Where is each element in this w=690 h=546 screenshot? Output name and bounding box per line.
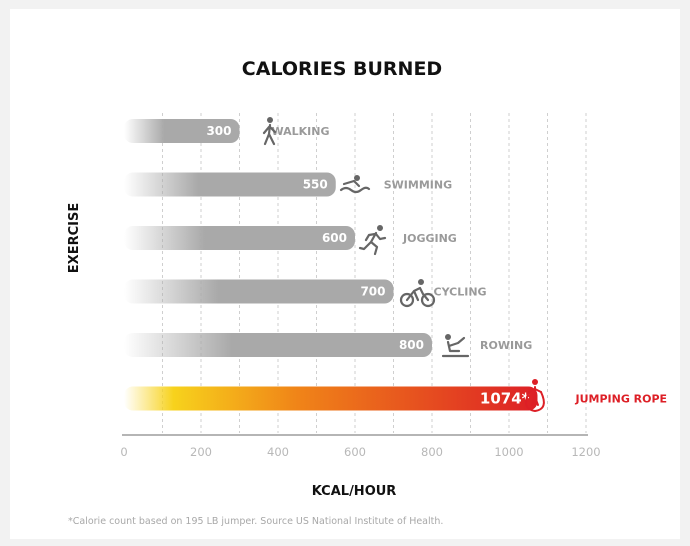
category-label: ROWING	[480, 339, 532, 352]
calories-chart: CALORIES BURNED EXERCISE 300 WALKING 550 SW…	[67, 58, 667, 527]
bar-swimming	[124, 172, 336, 197]
y-axis-title: EXERCISE	[67, 203, 82, 273]
swimming-icon	[339, 175, 371, 194]
walking-icon	[262, 117, 277, 146]
bar-walking	[124, 119, 240, 143]
jumping-rope-icon	[525, 379, 545, 412]
category-label: JOGGING	[402, 232, 457, 245]
bar-value-label: 800	[399, 338, 424, 352]
category-label: JUMPING ROPE	[574, 393, 667, 406]
x-tick-label: 800	[421, 445, 443, 459]
jogging-icon	[358, 225, 387, 256]
x-axis-title: KCAL/HOUR	[312, 484, 397, 499]
bar-jogging	[124, 226, 355, 250]
bar-value-label: 300	[206, 124, 231, 138]
category-label: CYCLING	[434, 286, 487, 299]
bar-value-label: 700	[360, 285, 385, 299]
bars: 300 WALKING 550 SWIMMING 600 JOGGING 700 CYCLIN…	[124, 119, 667, 411]
chart-title: CALORIES BURNED	[242, 58, 442, 80]
x-axis-ticks: 0 200 400 600 800 1000 1200	[120, 445, 600, 459]
bar-jumping-rope	[124, 386, 538, 411]
x-tick-label: 1200	[571, 445, 600, 459]
bar-rowing	[124, 333, 432, 357]
bar-value-label: 1074*	[480, 390, 530, 408]
category-label: SWIMMING	[384, 179, 452, 192]
x-tick-label: 200	[190, 445, 212, 459]
grid-lines	[162, 113, 587, 433]
rowing-icon	[441, 334, 470, 358]
cycling-icon	[399, 279, 436, 308]
category-label: WALKING	[272, 125, 330, 138]
x-tick-label: 600	[344, 445, 366, 459]
footnote: *Calorie count based on 195 LB jumper. S…	[68, 516, 443, 527]
x-tick-label: 1000	[494, 445, 523, 459]
bar-value-label: 550	[303, 178, 328, 192]
x-tick-label: 400	[267, 445, 289, 459]
bar-cycling	[124, 279, 394, 304]
chart-card: CALORIES BURNED EXERCISE 300 WALKING 550 SW…	[10, 9, 680, 539]
bar-value-label: 600	[322, 231, 347, 245]
x-tick-label: 0	[120, 445, 127, 459]
